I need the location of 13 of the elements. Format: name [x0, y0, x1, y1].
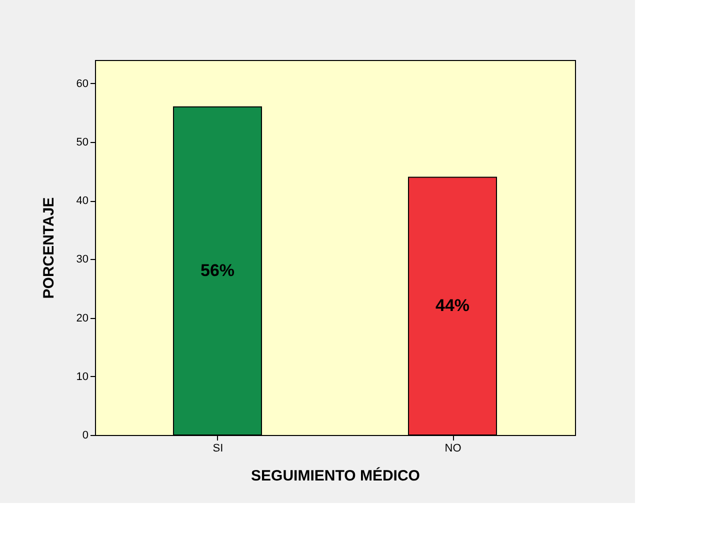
y-tick-label: 40: [76, 195, 88, 208]
y-tick-label: 10: [76, 370, 88, 383]
y-tick-label: 30: [76, 254, 88, 266]
y-tick-label: 20: [76, 312, 88, 324]
x-tick-label: SI: [212, 442, 224, 454]
x-tick-label: NO: [444, 442, 462, 454]
data-label: 44%: [435, 296, 470, 316]
y-axis-title: PORCENTAJE: [40, 197, 58, 299]
x-axis-title: SEGUIMIENTO MÉDICO: [251, 466, 420, 484]
y-tick-label: 0: [82, 430, 88, 442]
y-tick-label: 50: [76, 136, 88, 149]
y-tick-label: 60: [76, 78, 88, 90]
data-label: 56%: [200, 260, 235, 280]
